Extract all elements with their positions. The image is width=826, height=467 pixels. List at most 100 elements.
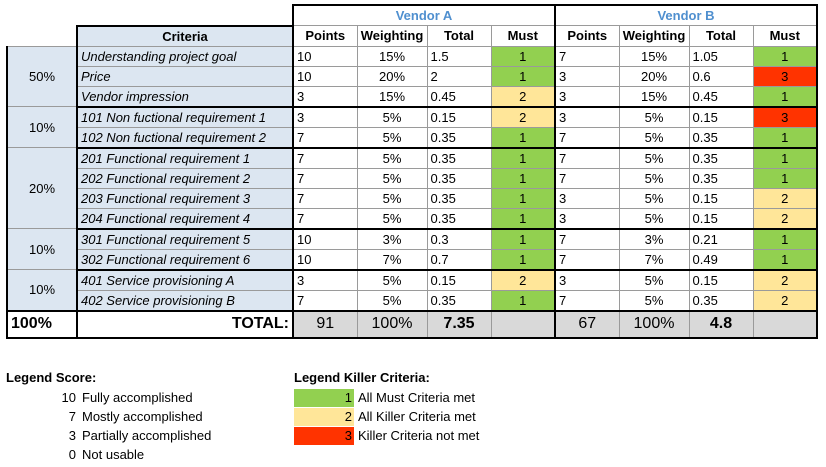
vendor-a-weighting-cell: 5%: [356, 106, 428, 128]
vendor-a-total-cell: 2: [426, 65, 492, 87]
criteria-cell: 202 Functional requirement 2: [76, 167, 294, 189]
vendor-b-weighting-cell: 15%: [618, 45, 690, 67]
table-row: 202 Functional requirement 2 7 5% 0.35 1 7 5% 0…: [7, 167, 818, 189]
vendor-a-points-cell: 7: [292, 187, 358, 209]
group-weight-cell: 20%: [6, 147, 78, 229]
killer-legend-swatch: 3: [294, 426, 354, 445]
table-row: 50% Understanding project goal 10 15% 1.5 1 7 1…: [6, 45, 818, 107]
vendor-b-weighting-cell: 5%: [618, 207, 690, 230]
vendor-b-weighting-cell: 7%: [618, 248, 690, 271]
vendor-a-total-cell: 1.5: [426, 45, 492, 67]
vendor-b-total-cell: 0.35: [688, 289, 754, 312]
killer-legend-label: Killer Criteria not met: [358, 428, 480, 443]
score-legend-label: Partially accomplished: [82, 428, 212, 443]
score-legend-item: 3 Partially accomplished: [6, 426, 212, 445]
vendor-a-must-cell: 1: [490, 167, 556, 189]
vendor-a-must-cell: 1: [490, 45, 556, 67]
table-row: 102 Non fuctional requirement 2 7 5% 0.35 1 7…: [7, 126, 818, 149]
vendor-a-weighting-cell: 5%: [356, 147, 428, 169]
group-weight-cell: 10%: [6, 228, 78, 270]
vendor-a-weighting-cell: 5%: [356, 167, 428, 189]
vendor-b-must-cell: 1: [752, 45, 818, 67]
score-legend-item: 10 Fully accomplished: [6, 388, 211, 407]
group-weight-cell: 10%: [6, 106, 78, 148]
score-legend-value: 0: [68, 447, 76, 462]
criteria-cell: 302 Functional requirement 6: [76, 248, 294, 271]
criteria-cell: 102 Non fuctional requirement 2: [76, 126, 294, 149]
criteria-cell: 301 Functional requirement 5: [76, 228, 294, 250]
vendor-b-must-cell: 2: [752, 207, 818, 230]
vendor-a-must-cell: 1: [490, 65, 556, 87]
vendor-b-total-cell: 0.6: [688, 65, 754, 87]
vendor-b-weighting-cell: 3%: [618, 228, 690, 250]
vendor-b-weighting-cell: 5%: [618, 167, 690, 189]
score-legend-label: Mostly accomplished: [82, 409, 203, 424]
vendor-a-total-cell: 0.35: [426, 207, 492, 230]
vendor-b-grand-total: 4.8: [688, 309, 754, 339]
vendor-b-points-cell: 7: [554, 248, 620, 271]
table-row: 10% 401 Service provisioning A 3 5% 0.15 2 3 5%…: [6, 269, 818, 311]
vendor-b-total-cell: 0.15: [688, 187, 754, 209]
vendor-a-total-cell: 0.35: [426, 289, 492, 312]
score-legend: Legend Score: 10 Fully accomplished 7 Mostl…: [6, 370, 211, 464]
vendor-a-total-cell: 0.45: [426, 85, 492, 108]
vendor-a-weighting-header: Weighting: [356, 25, 428, 47]
vendor-a-total-cell: 0.35: [426, 167, 492, 189]
vendor-a-weighting-cell: 15%: [356, 45, 428, 67]
table-row: 20% 201 Functional requirement 1 7 5% 0.35 1 7…: [6, 147, 818, 229]
vendor-a-total-cell: 0.7: [426, 248, 492, 271]
vendor-b-total-weighting: 100%: [618, 309, 690, 339]
total-weight-cell: 100%: [6, 309, 78, 339]
corner-blank: [7, 5, 293, 26]
vendor-a-points-cell: 7: [292, 207, 358, 230]
vendor-b-points-cell: 3: [554, 65, 620, 87]
killer-legend-swatch: 1: [294, 388, 354, 407]
vendor-b-points-cell: 3: [554, 106, 620, 128]
criteria-header: Criteria: [76, 24, 294, 47]
vendor-b-must-cell: 2: [752, 269, 818, 291]
vendor-a-weighting-cell: 20%: [356, 65, 428, 87]
score-legend-value: 3: [68, 428, 76, 443]
table-row: 10% 101 Non fuctional requirement 1 3 5% 0.1…: [6, 106, 818, 148]
vendor-a-points-cell: 3: [292, 269, 358, 291]
table-row: Vendor impression 3 15% 0.45 2 3 15% 0.45 1: [7, 85, 818, 108]
vendor-a-must-cell: 1: [490, 248, 556, 271]
vendor-a-must-cell: 1: [490, 187, 556, 209]
vendor-a-total-cell: 0.35: [426, 187, 492, 209]
vendor-b-total-cell: 0.35: [688, 167, 754, 189]
column-header-row: Criteria Points Weighting Total Must Poi…: [7, 24, 818, 47]
vendor-a-weighting-cell: 15%: [356, 85, 428, 108]
vendor-a-weighting-cell: 5%: [356, 126, 428, 149]
criteria-cell: Vendor impression: [76, 85, 294, 108]
vendor-a-points-cell: 10: [292, 228, 358, 250]
vendor-b-weighting-header: Weighting: [618, 25, 690, 47]
score-legend-value: 7: [68, 409, 76, 424]
criteria-cell: 201 Functional requirement 1: [76, 147, 294, 169]
killer-criteria-legend: Legend Killer Criteria: 1 All Must Criter…: [294, 370, 479, 445]
vendor-b-points-cell: 7: [554, 167, 620, 189]
killer-legend-item: 3 Killer Criteria not met: [294, 426, 479, 445]
vendor-b-total-cell: 0.45: [688, 85, 754, 108]
vendor-b-must-cell: 1: [752, 248, 818, 271]
vendor-a-grand-total: 7.35: [426, 309, 492, 339]
table-row: 302 Functional requirement 6 10 7% 0.7 1 7 7% 0…: [7, 248, 818, 271]
vendor-b-points-cell: 7: [554, 228, 620, 250]
killer-legend-label: All Must Criteria met: [358, 390, 476, 405]
vendor-a-points-cell: 10: [292, 65, 358, 87]
vendor-a-weighting-cell: 5%: [356, 187, 428, 209]
table-row: 10% 301 Functional requirement 5 10 3% 0.3 1 7…: [6, 228, 818, 270]
score-legend-label: Not usable: [82, 447, 145, 462]
vendor-b-points-cell: 7: [554, 126, 620, 149]
vendor-a-must-cell: 1: [490, 228, 556, 250]
total-label: TOTAL:: [76, 309, 294, 339]
vendor-a-points-cell: 7: [292, 167, 358, 189]
vendor-a-points-cell: 7: [292, 147, 358, 169]
table-row: 402 Service provisioning B 7 5% 0.35 1 7 5% 0.3…: [7, 289, 818, 312]
vendor-b-total-cell: 0.35: [688, 126, 754, 149]
vendor-b-points-cell: 3: [554, 269, 620, 291]
vendor-b-points-cell: 7: [554, 147, 620, 169]
vendor-a-total-header: Total: [426, 25, 492, 47]
vendor-a-weighting-cell: 5%: [356, 269, 428, 291]
score-legend-label: Fully accomplished: [82, 390, 193, 405]
vendor-b-total-header: Total: [688, 25, 754, 47]
